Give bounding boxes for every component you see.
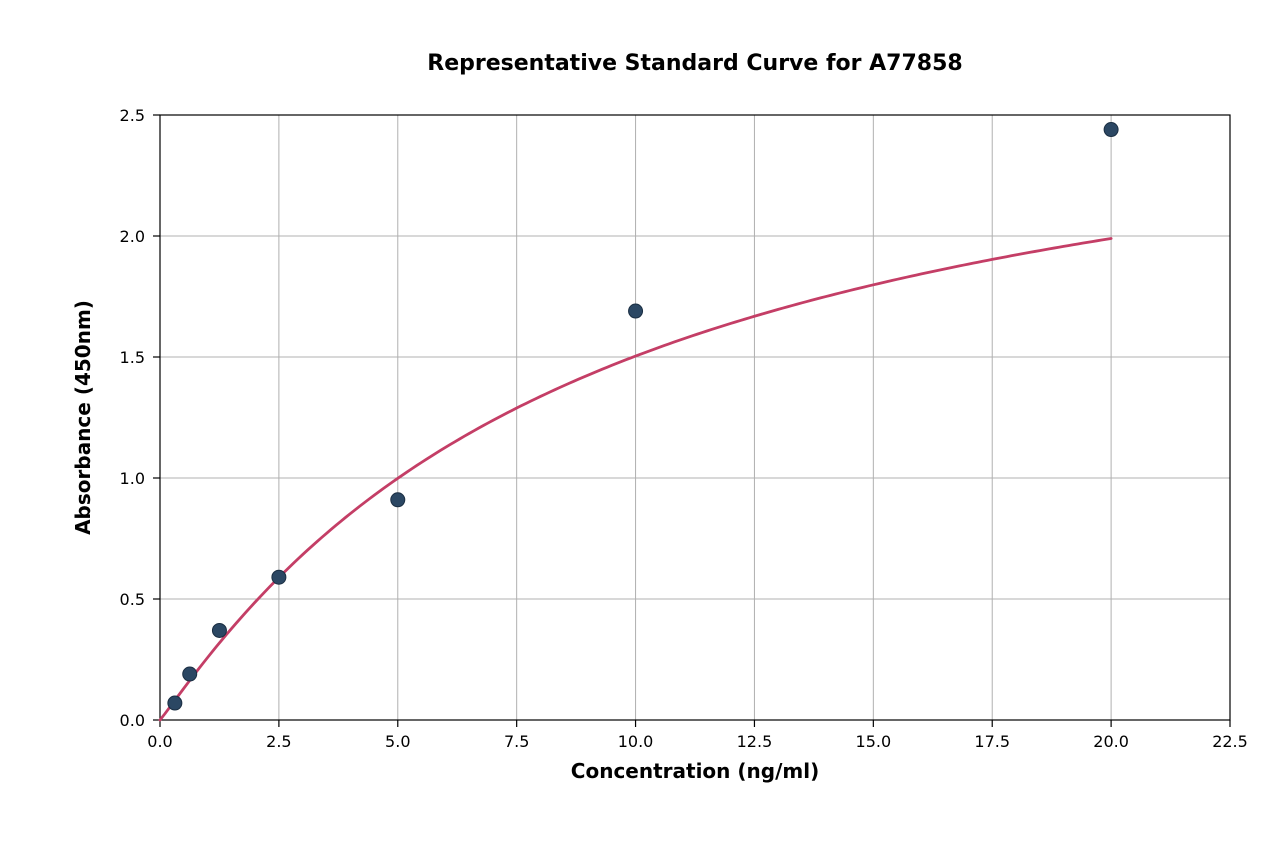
data-point bbox=[272, 570, 286, 584]
chart-container: 0.0 2.5 5.0 7.5 10.0 12.5 15.0 17.5 20.0 22.5 0.0 0… bbox=[0, 0, 1280, 845]
x-tick-label: 7.5 bbox=[504, 732, 529, 751]
data-point bbox=[168, 696, 182, 710]
x-tick-label: 12.5 bbox=[737, 732, 773, 751]
standard-curve-chart: 0.0 2.5 5.0 7.5 10.0 12.5 15.0 17.5 20.0 22.5 0.0 0… bbox=[0, 0, 1280, 845]
y-tick-label: 2.5 bbox=[120, 106, 145, 125]
y-tick-label: 1.0 bbox=[120, 469, 145, 488]
y-tick-label: 1.5 bbox=[120, 348, 145, 367]
data-point bbox=[212, 623, 226, 637]
data-point bbox=[183, 667, 197, 681]
x-axis-label: Concentration (ng/ml) bbox=[571, 759, 819, 783]
data-point bbox=[629, 304, 643, 318]
x-tick-label: 2.5 bbox=[266, 732, 291, 751]
x-tick-label: 5.0 bbox=[385, 732, 410, 751]
x-tick-label: 22.5 bbox=[1212, 732, 1248, 751]
plot-area bbox=[160, 115, 1230, 720]
y-axis-label: Absorbance (450nm) bbox=[71, 300, 95, 535]
y-tick-label: 0.5 bbox=[120, 590, 145, 609]
x-tick-label: 20.0 bbox=[1093, 732, 1129, 751]
x-tick-label: 0.0 bbox=[147, 732, 172, 751]
data-point bbox=[391, 493, 405, 507]
y-tick-label: 2.0 bbox=[120, 227, 145, 246]
x-tick-label: 17.5 bbox=[974, 732, 1010, 751]
chart-title: Representative Standard Curve for A77858 bbox=[427, 51, 962, 76]
x-tick-label: 10.0 bbox=[618, 732, 654, 751]
x-tick-label: 15.0 bbox=[856, 732, 892, 751]
y-tick-label: 0.0 bbox=[120, 711, 145, 730]
data-point bbox=[1104, 123, 1118, 137]
